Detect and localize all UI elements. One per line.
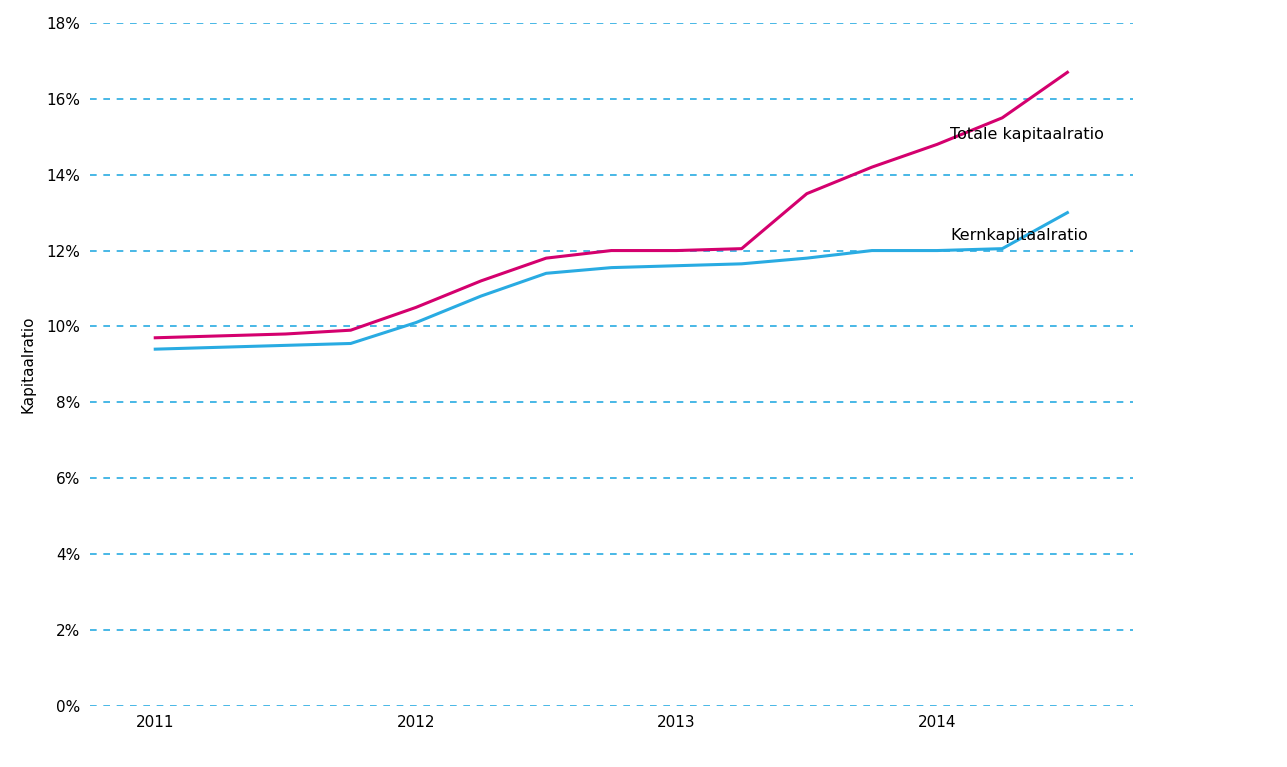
Text: Totale kapitaalratio: Totale kapitaalratio [950, 127, 1104, 143]
Y-axis label: Kapitaalratio: Kapitaalratio [21, 315, 35, 413]
Text: Kernkapitaalratio: Kernkapitaalratio [950, 228, 1088, 243]
